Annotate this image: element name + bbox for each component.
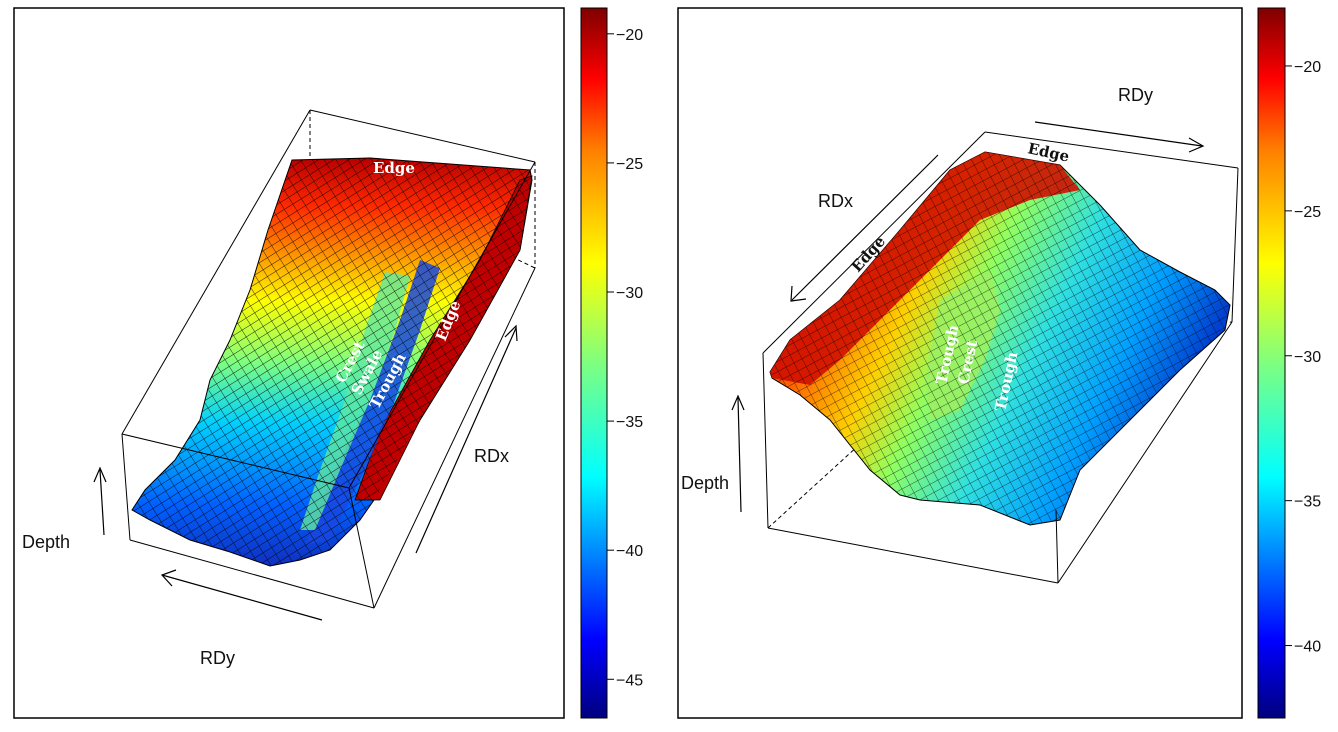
left-annotation-edge-top: Edge <box>373 159 415 177</box>
left-axis-label-depth: Depth <box>22 532 70 552</box>
right-colorbar <box>1257 7 1286 719</box>
left-axis-label-rdx: RDx <box>474 446 509 466</box>
colorbar-tick-label: −35 <box>1294 494 1321 511</box>
left-box-back <box>121 109 536 435</box>
right-box-front <box>762 321 1233 584</box>
right-axis-label-depth: Depth <box>681 473 729 493</box>
right-panel: Edge Edge Trough Crest Trough Depth RDx … <box>677 7 1321 719</box>
colorbar-tick-label: −40 <box>616 543 643 560</box>
left-plot-frame <box>13 7 565 719</box>
right-surface <box>769 151 1231 526</box>
colorbar-tick-label: −30 <box>1294 349 1321 366</box>
colorbar-tick-label: −35 <box>616 414 643 431</box>
right-axis-label-rdx: RDx <box>818 191 853 211</box>
left-colorbar-ticks: −20 −25 −30 −35 −40 −45 <box>607 27 643 689</box>
right-plot-frame <box>677 7 1243 719</box>
right-axis-label-rdy: RDy <box>1118 85 1153 105</box>
colorbar-tick-label: −40 <box>1294 639 1321 656</box>
left-surface <box>131 157 533 567</box>
right-colorbar-ticks: −20 −25 −30 −35 −40 <box>1285 59 1321 656</box>
left-axis-label-rdy: RDy <box>200 648 235 668</box>
colorbar-tick-label: −30 <box>616 285 643 302</box>
left-axis-arrows <box>93 324 518 621</box>
colorbar-tick-label: −20 <box>1294 59 1321 76</box>
colorbar-tick-label: −45 <box>616 672 643 689</box>
left-panel: Edge Edge Crest Swale Trough Depth RDy R… <box>13 7 643 719</box>
colorbar-tick-label: −25 <box>1294 204 1321 221</box>
colorbar-tick-label: −25 <box>616 156 643 173</box>
left-colorbar <box>580 7 608 719</box>
colorbar-tick-label: −20 <box>616 27 643 44</box>
right-axis-arrows <box>731 121 1205 513</box>
left-box-front <box>121 161 536 609</box>
